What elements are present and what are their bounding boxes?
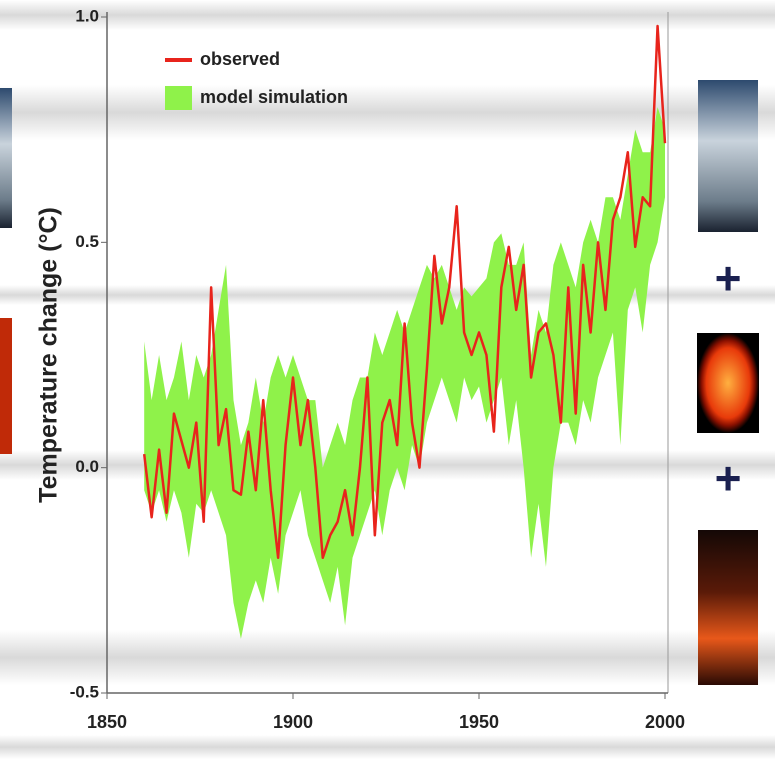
y-tick-label: 0.5: [75, 232, 99, 251]
image-volcano: [698, 80, 758, 232]
image-sun: [697, 333, 759, 433]
x-tick-label: 2000: [645, 712, 685, 732]
plus-sign: +: [715, 252, 742, 304]
y-tick-label: 1.0: [75, 6, 99, 25]
x-tick-label: 1850: [87, 712, 127, 732]
y-tick-label: 0.0: [75, 457, 99, 476]
legend-label: model simulation: [200, 87, 348, 107]
y-tick-label: -0.5: [70, 682, 99, 701]
y-axis-label: Temperature change (°C): [35, 207, 63, 503]
image-fire: [698, 530, 758, 685]
plus-sign: +: [715, 452, 742, 504]
x-tick-label: 1950: [459, 712, 499, 732]
observed-line: [142, 24, 667, 560]
image-volcano-edge: [0, 88, 12, 228]
legend-label: observed: [200, 49, 280, 69]
x-tick-label: 1900: [273, 712, 313, 732]
image-sun-edge: [0, 318, 12, 454]
legend-swatch: [165, 86, 192, 110]
model-band: [144, 107, 665, 639]
